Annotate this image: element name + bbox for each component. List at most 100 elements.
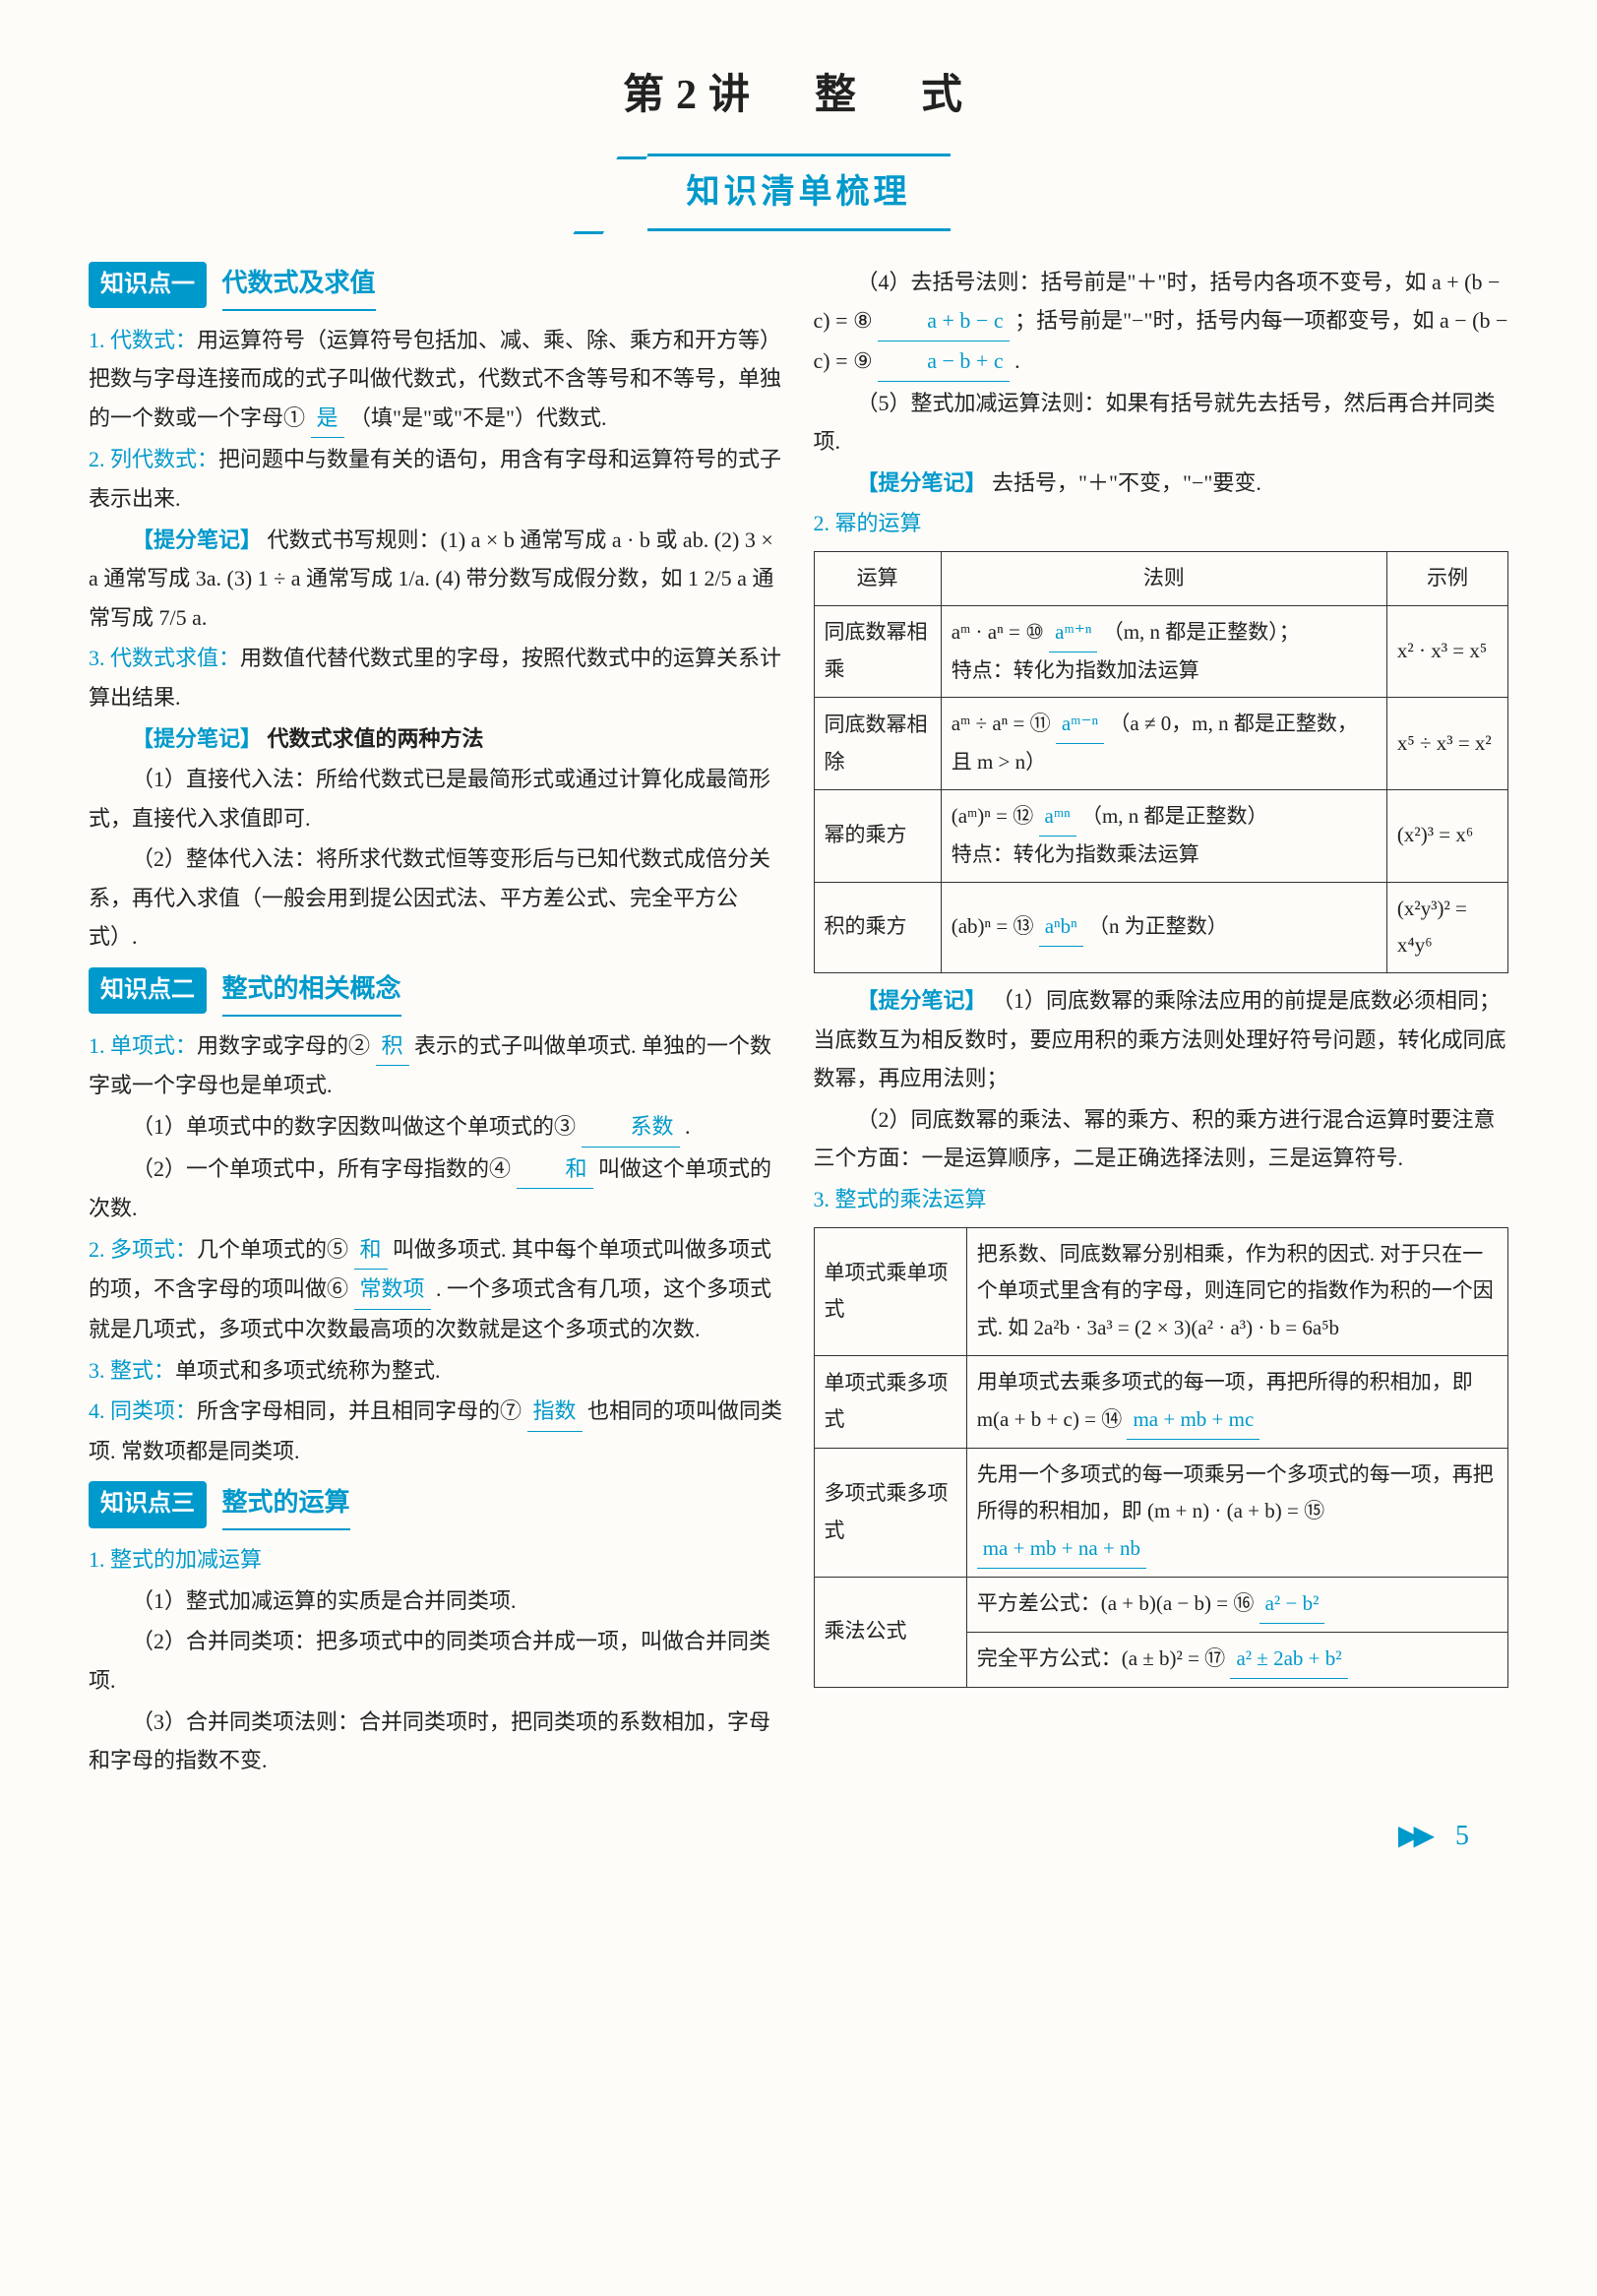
cell: 平方差公式：(a + b)(a − b) = ⑯ a² − b²	[966, 1578, 1507, 1633]
blank-10: aᵐ⁺ⁿ	[1049, 614, 1097, 652]
kp2-p2: （2）一个单项式中，所有字母指数的④ 和 叫做这个单项式的次数.	[89, 1149, 784, 1228]
kp3-tifen4: 【提分笔记】 （1）同底数幂的乘除法应用的前提是底数必须相同；当底数互为相反数时…	[814, 981, 1509, 1098]
term-zs: 3. 整式：	[89, 1358, 175, 1383]
kp2-item2: 2. 多项式：几个单项式的⑤ 和 叫做多项式. 其中每个单项式叫做多项式的项，不…	[89, 1230, 784, 1349]
page-number: ▶▶ 5	[89, 1812, 1508, 1861]
text: .	[685, 1114, 691, 1139]
table-row: 积的乘方 (ab)ⁿ = ⑬ aⁿbⁿ （n 为正整数） (x²y³)² = x…	[814, 882, 1508, 973]
text: aᵐ ÷ aⁿ = ⑪	[952, 712, 1051, 735]
kp1-tifen2-p1: （1）直接代入法：所给代数式已是最简形式或通过计算化成最简形式，直接代入求值即可…	[89, 760, 784, 838]
term-lie: 2. 列代数式：	[89, 447, 218, 471]
text: 先用一个多项式的每一项乘另一个多项式的每一项，再把所得的积相加，即 (m + n…	[977, 1462, 1494, 1523]
blank-12: aᵐⁿ	[1039, 798, 1076, 837]
text: （1）单项式中的数字因数叫做这个单项式的③	[132, 1114, 576, 1139]
term-tlx: 4. 同类项：	[89, 1398, 197, 1423]
kp2-header: 知识点二 整式的相关概念	[89, 966, 784, 1024]
cell: (ab)ⁿ = ⑬ aⁿbⁿ （n 为正整数）	[941, 882, 1386, 973]
text: 用数字或字母的②	[197, 1033, 370, 1058]
text: （填"是"或"不是"）代数式.	[349, 405, 606, 430]
exponent-table: 运算 法则 示例 同底数幂相乘 aᵐ · aⁿ = ⑩ aᵐ⁺ⁿ （m, n 都…	[814, 551, 1509, 973]
table-row: 同底数幂相除 aᵐ ÷ aⁿ = ⑪ aᵐ⁻ⁿ （a ≠ 0，m, n 都是正整…	[814, 698, 1508, 790]
kp3-tifen4-p2: （2）同底数幂的乘法、幂的乘方、积的乘方进行混合运算时要注意三个方面：一是运算顺…	[814, 1100, 1509, 1178]
cell: 多项式乘多项式	[814, 1448, 966, 1577]
cell: 乘法公式	[814, 1578, 966, 1688]
cell: 幂的乘方	[814, 789, 941, 882]
tifen-label: 【提分笔记】	[857, 470, 987, 495]
kp3-tag: 知识点三	[89, 1481, 207, 1527]
kp3-sec1-label: 1. 整式的加减运算	[89, 1540, 784, 1580]
kp3-tifen3: 【提分笔记】 去括号，"＋"不变，"−"要变.	[814, 464, 1509, 503]
text: 特点：转化为指数乘法运算	[952, 842, 1199, 866]
blank-13: aⁿbⁿ	[1039, 908, 1083, 947]
blank-15: ma + mb + na + nb	[977, 1530, 1146, 1569]
term-daishushi: 1. 代数式：	[89, 328, 197, 352]
cell: x² · x³ = x⁵	[1386, 605, 1507, 698]
right-column: （4）去括号法则：括号前是"＋"时，括号内各项不变号，如 a + (b − c)…	[814, 261, 1509, 1782]
blank-1: 是	[311, 399, 344, 439]
tifen-label: 【提分笔记】	[857, 988, 987, 1013]
th-example: 示例	[1386, 551, 1507, 605]
kp3-title: 整式的运算	[222, 1480, 350, 1530]
blank-8: a + b − c	[878, 301, 1009, 341]
term-dxs: 1. 单项式：	[89, 1033, 197, 1058]
kp3-sec1-p4: （4）去括号法则：括号前是"＋"时，括号内各项不变号，如 a + (b − c)…	[814, 263, 1509, 382]
text: 单项式和多项式统称为整式.	[175, 1358, 441, 1383]
blank-3: 系数	[582, 1107, 680, 1148]
kp3-header: 知识点三 整式的运算	[89, 1480, 784, 1538]
table-row: 同底数幂相乘 aᵐ · aⁿ = ⑩ aᵐ⁺ⁿ （m, n 都是正整数）； 特点…	[814, 605, 1508, 698]
table-row: 多项式乘多项式 先用一个多项式的每一项乘另一个多项式的每一项，再把所得的积相加，…	[814, 1448, 1508, 1577]
blank-2: 积	[376, 1026, 409, 1067]
cell: 先用一个多项式的每一项乘另一个多项式的每一项，再把所得的积相加，即 (m + n…	[966, 1448, 1507, 1577]
text: （n 为正整数）	[1088, 914, 1228, 938]
blank-17: a² ± 2ab + b²	[1230, 1641, 1347, 1679]
blank-5: 和	[354, 1230, 388, 1271]
blank-6: 常数项	[354, 1270, 431, 1310]
kp2-p1: （1）单项式中的数字因数叫做这个单项式的③ 系数 .	[89, 1107, 784, 1148]
text: (ab)ⁿ = ⑬	[952, 914, 1034, 938]
page-arrow-icon: ▶▶	[1398, 1821, 1429, 1851]
term-qiuzhi: 3. 代数式求值：	[89, 646, 240, 670]
cell: 把系数、同底数幂分别相乘，作为积的因式. 对于只在一个单项式里含有的字母，则连同…	[966, 1227, 1507, 1355]
text: 平方差公式：(a + b)(a − b) = ⑯	[977, 1591, 1255, 1615]
tifen-label: 【提分笔记】	[132, 527, 262, 552]
kp2-item1: 1. 单项式：用数字或字母的② 积 表示的式子叫做单项式. 单独的一个数字或一个…	[89, 1026, 784, 1105]
blank-9: a − b + c	[878, 341, 1009, 382]
cell: 单项式乘单项式	[814, 1227, 966, 1355]
cell: aᵐ · aⁿ = ⑩ aᵐ⁺ⁿ （m, n 都是正整数）； 特点：转化为指数加…	[941, 605, 1386, 698]
blank-14: ma + mb + mc	[1127, 1401, 1259, 1440]
text: 几个单项式的⑤	[197, 1237, 348, 1262]
kp3-sec1-p5: （5）整式加减运算法则：如果有括号就先去括号，然后再合并同类项.	[814, 384, 1509, 462]
text: 去括号，"＋"不变，"−"要变.	[992, 470, 1261, 495]
text: .	[1014, 348, 1020, 373]
kp3-sec1-p1: （1）整式加减运算的实质是合并同类项.	[89, 1582, 784, 1621]
kp1-item3: 3. 代数式求值：用数值代替代数式里的字母，按照代数式中的运算关系计算出结果.	[89, 639, 784, 716]
blank-4: 和	[517, 1149, 593, 1190]
kp3-sec3-label: 3. 整式的乘法运算	[814, 1180, 1509, 1219]
text: （2）一个单项式中，所有字母指数的④	[132, 1156, 511, 1181]
page-title: 第2讲 整 式	[89, 59, 1508, 134]
term-dxss: 2. 多项式：	[89, 1237, 197, 1262]
text: （m, n 都是正整数）	[1081, 804, 1268, 828]
text: 特点：转化为指数加法运算	[952, 658, 1199, 682]
cell: 同底数幂相乘	[814, 605, 941, 698]
multiply-table: 单项式乘单项式 把系数、同底数幂分别相乘，作为积的因式. 对于只在一个单项式里含…	[814, 1227, 1509, 1688]
kp2-title: 整式的相关概念	[222, 966, 401, 1017]
kp1-tifen2: 【提分笔记】 代数式求值的两种方法	[89, 719, 784, 759]
kp3-sec2-label: 2. 幂的运算	[814, 504, 1509, 543]
kp1-item2: 2. 列代数式：把问题中与数量有关的语句，用含有字母和运算符号的式子表示出来.	[89, 440, 784, 518]
table-row: 幂的乘方 (aᵐ)ⁿ = ⑫ aᵐⁿ （m, n 都是正整数） 特点：转化为指数…	[814, 789, 1508, 882]
blank-7: 指数	[527, 1392, 583, 1432]
th-op: 运算	[814, 551, 941, 605]
table-row: 单项式乘单项式 把系数、同底数幂分别相乘，作为积的因式. 对于只在一个单项式里含…	[814, 1227, 1508, 1355]
kp1-item1: 1. 代数式：用运算符号（运算符号包括加、减、乘、除、乘方和开方等）把数与字母连…	[89, 321, 784, 439]
table-row: 乘法公式 平方差公式：(a + b)(a − b) = ⑯ a² − b²	[814, 1578, 1508, 1633]
text: （m, n 都是正整数）；	[1103, 620, 1300, 644]
page-number-value: 5	[1455, 1821, 1469, 1851]
table-row: 运算 法则 示例	[814, 551, 1508, 605]
content-columns: 知识点一 代数式及求值 1. 代数式：用运算符号（运算符号包括加、减、乘、除、乘…	[89, 261, 1508, 1782]
kp2-item3: 3. 整式：单项式和多项式统称为整式.	[89, 1351, 784, 1391]
tifen2-title: 代数式求值的两种方法	[268, 726, 484, 751]
table-row: 单项式乘多项式 用单项式去乘多项式的每一项，再把所得的积相加，即 m(a + b…	[814, 1356, 1508, 1449]
kp2-tag: 知识点二	[89, 967, 207, 1014]
text: 完全平方公式：(a ± b)² = ⑰	[977, 1646, 1225, 1670]
